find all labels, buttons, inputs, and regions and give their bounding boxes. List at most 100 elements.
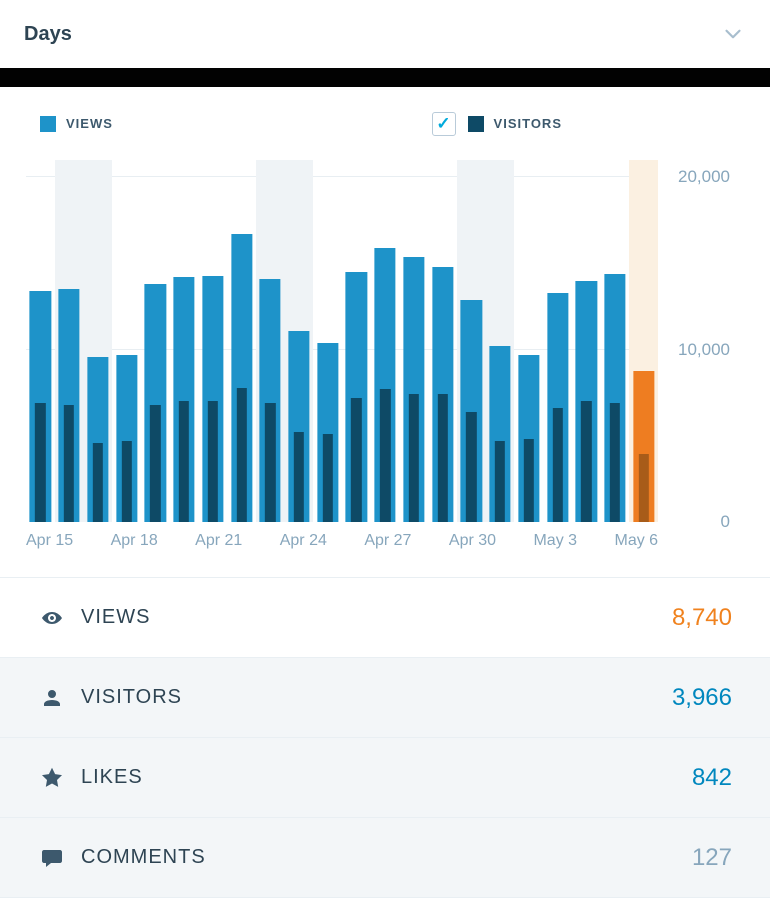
legend-visitors[interactable]: ✓ VISITORS [431, 111, 562, 136]
visitors-bar [380, 389, 391, 522]
stat-label: VISITORS [81, 686, 182, 708]
chart-bar-apr-15[interactable] [26, 160, 55, 522]
visitors-bar [552, 408, 563, 522]
chart-bar-apr-25[interactable] [313, 160, 342, 522]
views-bar [489, 346, 511, 522]
x-axis-label: May 3 [533, 532, 578, 549]
chart-plot [26, 160, 659, 522]
chart-bar-may-3[interactable] [543, 160, 572, 522]
legend-visitors-label: VISITORS [493, 116, 562, 131]
visitors-checkbox[interactable]: ✓ [431, 111, 456, 136]
views-bar [87, 356, 109, 522]
x-axis: Apr 15 Apr 18 Apr 21 Apr 24 Apr 27 Apr 30 May … [26, 522, 658, 562]
x-axis-label: Apr 15 [26, 532, 74, 549]
stat-tab-comments[interactable]: COMMENTS 127 [0, 818, 770, 898]
x-axis-label: Apr 21 [195, 532, 243, 549]
visitors-swatch [467, 115, 484, 132]
chart-bar-may-4[interactable] [572, 160, 601, 522]
views-bar [202, 275, 224, 522]
stat-label: LIKES [81, 766, 143, 788]
views-bar [173, 277, 195, 522]
stat-value: 127 [691, 843, 732, 871]
views-bar [288, 330, 310, 522]
y-axis-label: 20,000 [678, 167, 730, 187]
views-bar [230, 234, 253, 522]
visitors-bar [92, 442, 103, 522]
chart-bar-apr-19[interactable] [141, 160, 170, 522]
visitors-bar [35, 403, 46, 522]
period-title: Days [24, 22, 72, 45]
chart-bar-apr-18[interactable] [112, 160, 141, 522]
chart-bar-apr-24[interactable] [284, 160, 314, 522]
visitors-bar [293, 432, 305, 522]
visitors-bar [609, 403, 621, 522]
x-axis-label: Apr 18 [110, 532, 158, 549]
stat-tab-views[interactable]: VIEWS 8,740 [0, 578, 770, 658]
views-bar [604, 273, 626, 522]
visitors-bar [322, 434, 333, 522]
gridline [26, 348, 658, 350]
visitors-bar [351, 397, 362, 522]
stat-label: VIEWS [81, 606, 151, 628]
visitors-bar [408, 394, 420, 522]
star-icon [40, 766, 64, 790]
chart-bar-apr-16[interactable] [54, 160, 84, 522]
stat-tab-visitors[interactable]: VISITORS 3,966 [0, 658, 770, 738]
chart-bar-apr-22[interactable] [227, 160, 256, 522]
visitors-bar [523, 439, 535, 522]
stat-value: 3,966 [671, 683, 732, 711]
chart-legend: VIEWS ✓ VISITORS [0, 87, 770, 160]
check-icon: ✓ [436, 114, 451, 133]
stat-tab-likes[interactable]: LIKES 842 [0, 738, 770, 818]
legend-views: VIEWS [40, 115, 113, 132]
stat-label: COMMENTS [81, 846, 206, 868]
separator-bar [0, 68, 770, 87]
visitors-bar [63, 404, 75, 522]
visitors-bar [638, 453, 649, 522]
visitors-bar [581, 401, 592, 522]
views-bar [432, 266, 454, 522]
chart-bar-may-6[interactable] [629, 160, 659, 522]
chart-bar-apr-26[interactable] [342, 160, 371, 522]
x-axis-label: Apr 27 [364, 532, 412, 549]
date-range-toggle[interactable]: Days [0, 0, 770, 68]
chevron-down-icon[interactable] [720, 21, 746, 47]
visitors-bar [121, 440, 132, 522]
views-bar [518, 354, 540, 522]
views-bar [633, 371, 655, 522]
visitors-bar [150, 404, 161, 522]
chart-bar-apr-30[interactable] [457, 160, 486, 522]
views-visitors-chart: Apr 15 Apr 18 Apr 21 Apr 24 Apr 27 Apr 30 May … [0, 160, 770, 562]
chart-bar-may-5[interactable] [601, 160, 630, 522]
visitors-bar [178, 401, 190, 522]
views-bar [403, 256, 425, 522]
legend-views-label: VIEWS [66, 116, 113, 131]
visitors-bar [236, 387, 247, 522]
user-icon [40, 686, 64, 710]
chart-bar-apr-20[interactable] [170, 160, 199, 522]
views-bar [575, 280, 597, 522]
chart-bar-apr-29[interactable] [428, 160, 457, 522]
visitors-bar [494, 440, 506, 522]
chart-bar-apr-17[interactable] [83, 160, 113, 522]
visitors-bar [466, 411, 477, 522]
views-bar [546, 292, 569, 522]
chart-bar-may-2[interactable] [514, 160, 543, 522]
views-bar [144, 284, 166, 522]
views-bar [460, 299, 482, 522]
x-axis-label: May 6 [614, 532, 659, 549]
chart-bar-apr-27[interactable] [371, 160, 400, 522]
visitors-bar [207, 401, 218, 522]
gridline [26, 176, 658, 178]
visitors-bar [265, 403, 276, 522]
chart-bar-may-1[interactable] [485, 160, 515, 522]
views-bar [259, 278, 281, 522]
views-swatch [40, 115, 56, 132]
x-axis-label: Apr 30 [448, 532, 497, 549]
chart-bar-apr-23[interactable] [255, 160, 285, 522]
stat-value: 8,740 [671, 603, 732, 631]
y-axis-label: 10,000 [678, 339, 730, 359]
chart-bar-apr-28[interactable] [400, 160, 429, 522]
views-bar [345, 272, 368, 522]
chart-bar-apr-21[interactable] [198, 160, 227, 522]
